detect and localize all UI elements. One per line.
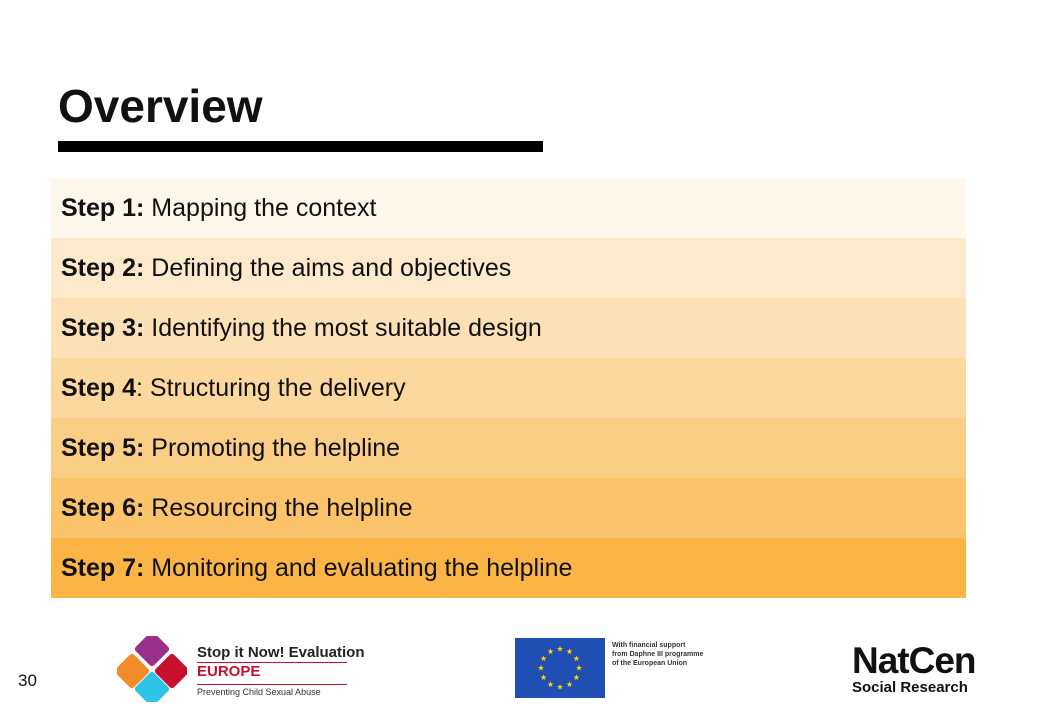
step-row: Step 2: Defining the aims and objectives	[51, 238, 966, 298]
natcen-logo: NatCen Social Research	[852, 640, 982, 696]
stop-it-now-europe: EUROPE	[197, 662, 347, 681]
eu-star-icon	[547, 648, 554, 655]
step-row: Step 5: Promoting the helpline	[51, 418, 966, 478]
eu-funding-line-1: With financial support	[612, 642, 686, 649]
eu-funding-line-3: of the European Union	[612, 660, 688, 667]
step-row: Step 1: Mapping the context	[51, 178, 966, 238]
eu-star-icon	[540, 655, 547, 662]
step-row: Step 6: Resourcing the helpline	[51, 478, 966, 538]
natcen-name: NatCen	[852, 640, 977, 681]
step-label: Step 3:	[61, 314, 145, 342]
step-text: Mapping the context	[144, 194, 377, 222]
step-row: Step 3: Identifying the most suitable de…	[51, 298, 966, 358]
stop-it-now-logo: Stop it Now! Evaluation EUROPE Preventin…	[117, 636, 365, 702]
step-text: : Structuring the delivery	[136, 374, 406, 402]
eu-star-icon	[566, 681, 573, 688]
step-label: Step 5:	[61, 434, 145, 462]
step-text: Resourcing the helpline	[144, 494, 413, 522]
eu-star-icon	[556, 683, 564, 690]
eu-funding-note: With financial support from Daphne III p…	[612, 641, 722, 668]
page-number: 30	[18, 671, 37, 690]
eu-star-icon	[573, 655, 580, 662]
eu-star-icon	[537, 664, 545, 671]
eu-star-icon	[547, 681, 554, 688]
step-text: Identifying the most suitable design	[144, 314, 542, 342]
step-row: Step 4: Structuring the delivery	[51, 358, 966, 418]
step-text: Defining the aims and objectives	[144, 254, 512, 282]
eu-star-icon	[566, 648, 573, 655]
stop-it-now-tagline: Preventing Child Sexual Abuse	[197, 684, 347, 699]
step-row: Step 7: Monitoring and evaluating the he…	[51, 538, 966, 598]
eu-funding-line-2: from Daphne III programme	[612, 651, 704, 658]
step-label: Step 1:	[61, 194, 145, 222]
step-label: Step 4	[61, 374, 137, 402]
natcen-subtitle: Social Research	[852, 679, 968, 696]
eu-star-icon	[575, 664, 583, 671]
step-label: Step 6:	[61, 494, 145, 522]
step-text: Monitoring and evaluating the helpline	[144, 554, 573, 582]
title-underline	[58, 141, 543, 152]
eu-flag-icon	[515, 638, 605, 698]
page-title: Overview	[58, 80, 263, 132]
step-label: Step 2:	[61, 254, 145, 282]
steps-list: Step 1: Mapping the context Step 2: Defin…	[51, 178, 966, 598]
eu-star-icon	[556, 645, 564, 652]
step-label: Step 7:	[61, 554, 145, 582]
eu-star-icon	[540, 674, 547, 681]
stop-it-now-mark-icon	[117, 636, 187, 702]
step-text: Promoting the helpline	[144, 434, 401, 462]
eu-star-icon	[573, 674, 580, 681]
stop-it-now-title: Stop it Now! Evaluation	[197, 644, 365, 661]
